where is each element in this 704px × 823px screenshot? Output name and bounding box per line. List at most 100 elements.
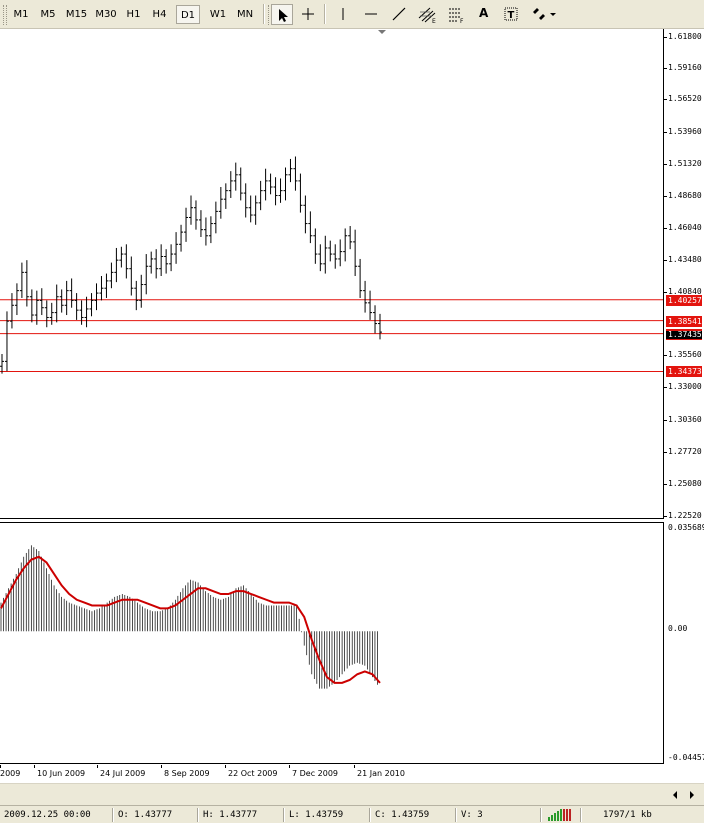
price-bar: [323, 235, 328, 274]
text-tool-button[interactable]: A: [473, 4, 495, 25]
indicator-axis-label: -0.04457: [668, 753, 704, 762]
chart-scroll-area[interactable]: [0, 783, 704, 805]
price-bar: [109, 262, 114, 289]
price-bar: [149, 251, 154, 274]
price-axis-tick: [664, 68, 667, 69]
price-bar: [228, 171, 233, 198]
timeframe-button-h4[interactable]: H4: [152, 9, 167, 20]
price-bar: [14, 283, 19, 316]
cursor-tool-button[interactable]: [271, 4, 293, 25]
trendline-tool-button[interactable]: [389, 4, 411, 25]
price-axis-tick: [664, 37, 667, 38]
toolbar-grip[interactable]: [3, 5, 7, 25]
time-axis-tick: [289, 765, 290, 768]
price-bar: [39, 288, 44, 316]
price-bar: [313, 228, 318, 264]
price-bar: [154, 249, 159, 279]
price-bar: [19, 262, 24, 298]
timeframe-button-m15[interactable]: M15: [65, 9, 88, 20]
price-bar: [49, 302, 54, 325]
time-axis-label: 8 Sep 2009: [164, 769, 210, 778]
time-axis-tick: [225, 765, 226, 768]
horizontal-line-tool-button[interactable]: [361, 4, 383, 25]
status-bar: 2009.12.25 00:00 O: 1.43777 H: 1.43777 L…: [0, 805, 704, 823]
connection-status-icon[interactable]: [548, 809, 574, 821]
indicator-chart[interactable]: [0, 523, 664, 764]
price-bar: [253, 195, 258, 225]
vertical-line-tool-button[interactable]: [333, 4, 355, 25]
time-axis-label: 24 Jul 2009: [100, 769, 146, 778]
price-bar: [44, 300, 49, 328]
price-bar: [208, 216, 213, 244]
price-bar: [9, 293, 14, 329]
text-label-tool-button[interactable]: T: [501, 4, 523, 25]
price-chart[interactable]: [0, 29, 664, 519]
time-axis-tick: [0, 765, 1, 768]
price-axis-label: 1.59160: [668, 63, 702, 72]
channel-tool-button[interactable]: E: [416, 4, 438, 25]
price-bar: [74, 293, 79, 320]
price-bar: [179, 224, 184, 252]
current-price-label: 1.37435: [666, 330, 702, 340]
time-axis-label: 7 Dec 2009: [292, 769, 339, 778]
price-bar: [273, 177, 278, 206]
channel-icon: E: [418, 7, 436, 24]
arrows-tool-dropdown[interactable]: [529, 4, 559, 25]
status-volume: V: 3: [461, 810, 483, 820]
price-bar: [288, 158, 293, 183]
price-bar: [164, 249, 169, 274]
price-bar: [129, 256, 134, 296]
status-divider: [540, 808, 542, 822]
price-bar: [303, 195, 308, 234]
price-bar: [338, 239, 343, 267]
timeframe-toolbar: M1 M5 M15 M30 H1 H4 D1 W1 MN E: [0, 0, 704, 29]
scroll-right-icon[interactable]: [690, 791, 694, 799]
timeframe-button-h1[interactable]: H1: [126, 9, 141, 20]
crosshair-tool-button[interactable]: [298, 4, 320, 25]
price-bar: [198, 210, 203, 237]
price-bar: [134, 280, 139, 311]
price-bar: [283, 167, 288, 201]
timeframe-button-d1[interactable]: D1: [176, 5, 200, 24]
price-axis-label: 1.27720: [668, 447, 702, 456]
price-bar: [258, 180, 263, 211]
price-bar: [79, 300, 84, 325]
indicator-axis-label: 0.035689: [668, 523, 704, 532]
toolbar-separator: [263, 4, 265, 24]
scroll-arrows[interactable]: [670, 790, 700, 800]
timeframe-button-m1[interactable]: M1: [13, 9, 29, 20]
price-axis-tick: [664, 420, 667, 421]
price-axis-label: 1.48680: [668, 191, 702, 200]
price-bar: [308, 211, 313, 244]
price-bar: [159, 244, 164, 277]
status-divider: [112, 808, 114, 822]
timeframe-button-m5[interactable]: M5: [40, 9, 56, 20]
price-bar: [59, 289, 64, 313]
scroll-left-icon[interactable]: [673, 791, 677, 799]
horizontal-line-price-label: 1.38541: [666, 315, 702, 327]
price-bar: [243, 183, 248, 218]
timeframe-button-mn[interactable]: MN: [236, 9, 254, 20]
price-bar: [139, 274, 144, 308]
crosshair-icon: [302, 8, 314, 20]
price-axis-tick: [664, 387, 667, 388]
price-bar: [368, 290, 373, 320]
price-bar: [54, 284, 59, 323]
price-chart-pane[interactable]: [0, 29, 664, 519]
price-bar: [353, 229, 358, 277]
fibonacci-icon: F: [449, 8, 464, 24]
chart-window[interactable]: 1.61800 1.59160 1.56520 1.53960 1.51320 1.486…: [0, 29, 704, 783]
status-divider: [580, 808, 582, 822]
price-bar: [268, 173, 273, 195]
price-bar: [4, 311, 9, 372]
fibonacci-tool-button[interactable]: F: [445, 4, 467, 25]
status-close: C: 1.43759: [375, 810, 430, 820]
price-axis-label: 1.22520: [668, 511, 702, 520]
timeframe-button-w1[interactable]: W1: [209, 9, 227, 20]
chart-shift-marker-icon[interactable]: [378, 30, 386, 34]
price-bar: [363, 280, 368, 313]
timeframe-button-m30[interactable]: M30: [95, 9, 117, 20]
indicator-pane[interactable]: [0, 522, 664, 764]
time-axis-tick: [97, 765, 98, 768]
text-icon: A: [479, 6, 489, 20]
